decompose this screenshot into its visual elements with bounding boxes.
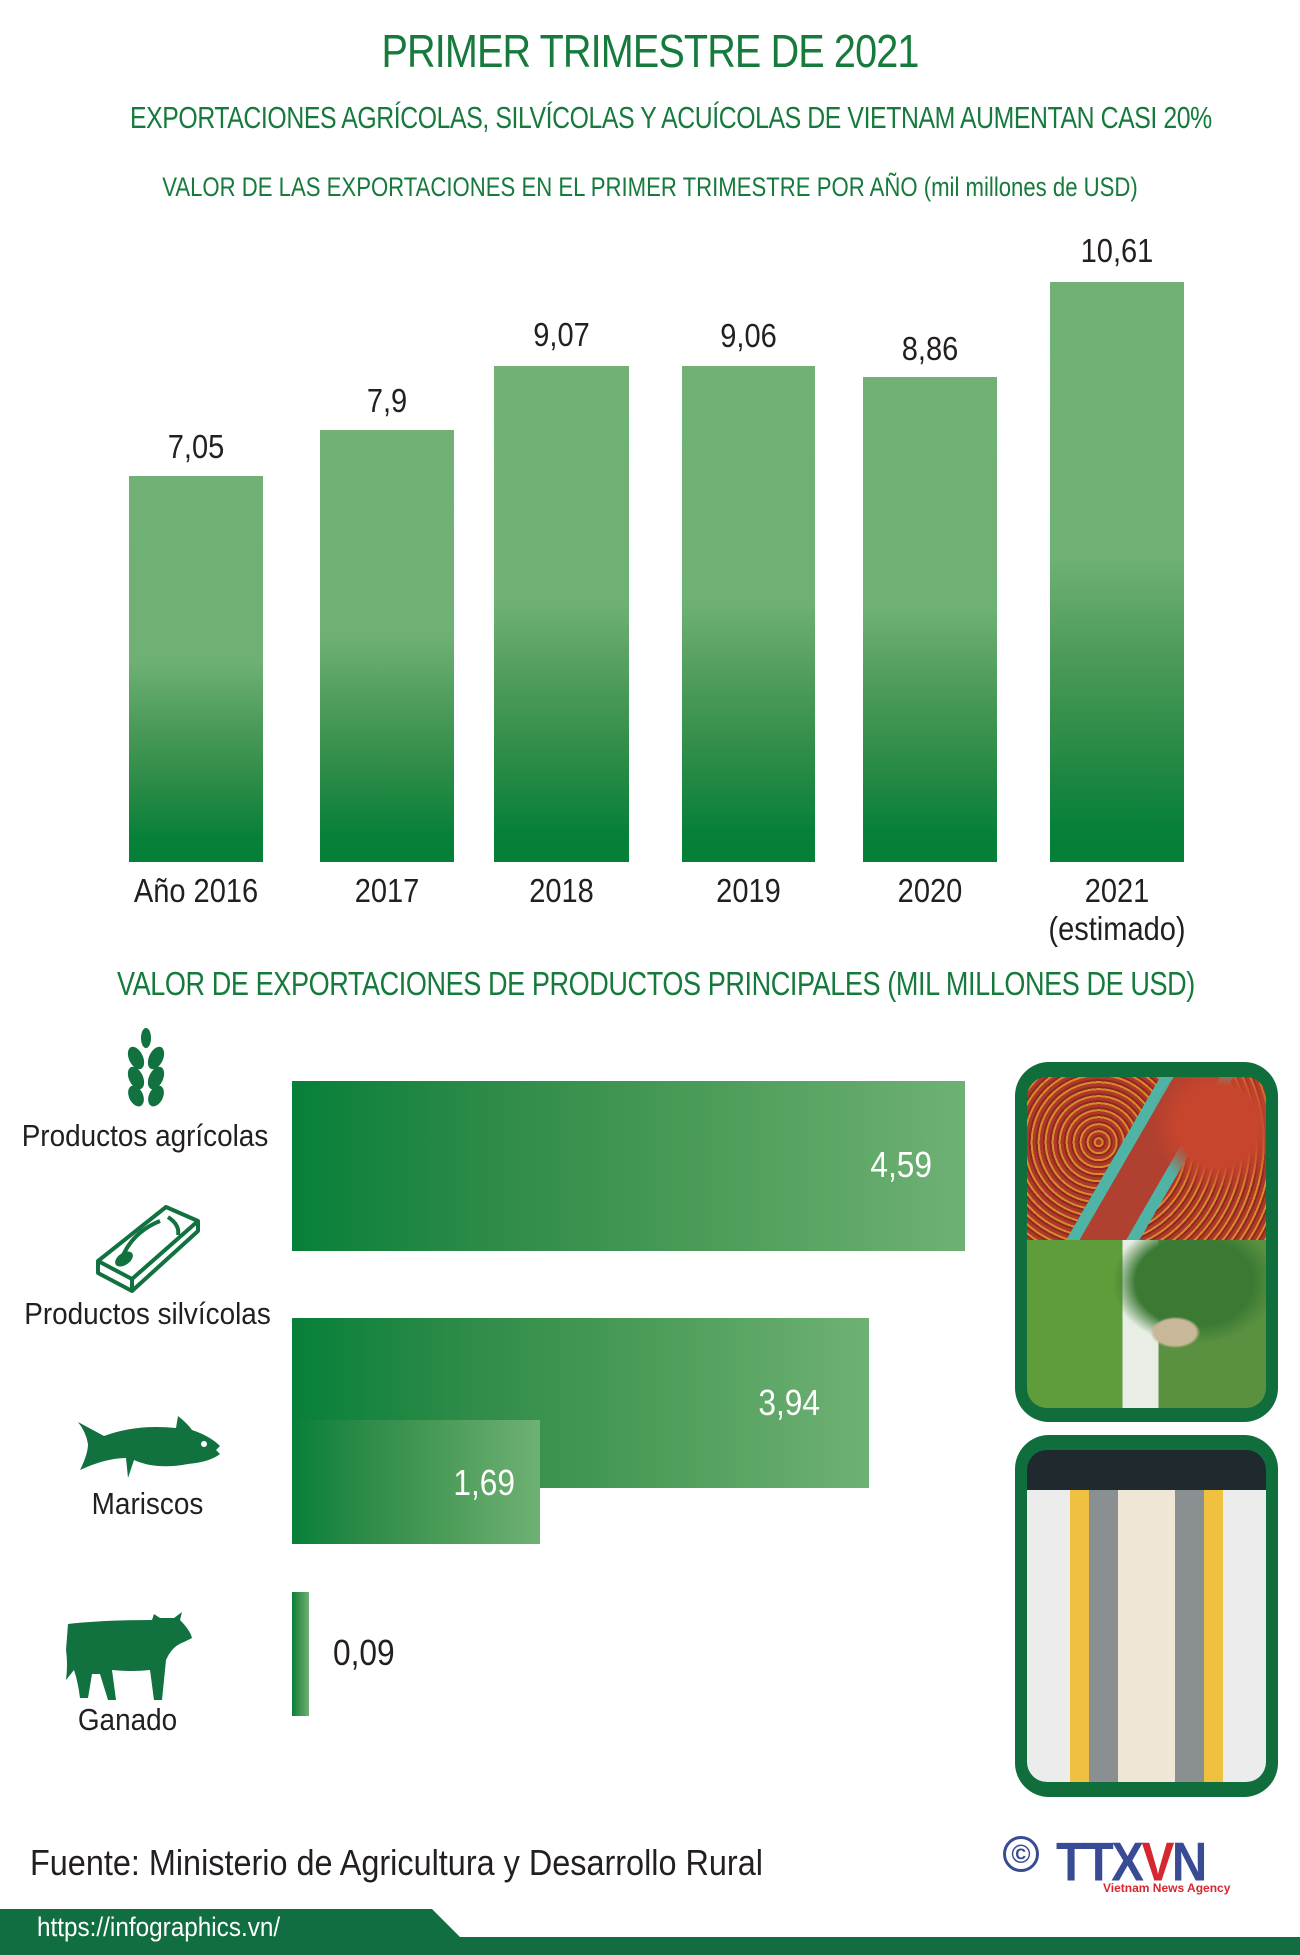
bar-livestock	[292, 1592, 309, 1716]
bar-seafood	[292, 1420, 540, 1544]
products-chart-title: VALOR DE EXPORTACIONES DE PRODUCTOS PRIN…	[117, 965, 1195, 1002]
x-label: 2017	[354, 872, 420, 909]
x-label: 2018	[529, 872, 594, 909]
category-label: Mariscos	[91, 1486, 204, 1521]
bar-2017	[320, 430, 454, 862]
cow-icon	[66, 1612, 192, 1700]
bar-value: 7,9	[366, 382, 408, 419]
logo-text-a: TTX	[1056, 1830, 1144, 1893]
logo-text-n: N	[1171, 1830, 1208, 1893]
bar-value: 7,05	[167, 428, 225, 465]
page-subtitle: EXPORTACIONES AGRÍCOLAS, SILVÍCOLAS Y AC…	[130, 100, 1212, 135]
category-label: Ganado	[77, 1702, 178, 1737]
bar-2021	[1050, 282, 1184, 862]
bar-value: 10,61	[1080, 232, 1154, 269]
wheat-icon	[127, 1028, 165, 1107]
bar-value: 8,86	[901, 330, 959, 367]
ttxvn-logo: TTXVN	[1056, 1830, 1208, 1894]
x-label: 2019	[716, 872, 781, 909]
category-label: Productos agrícolas	[21, 1118, 269, 1153]
bar-value: 9,06	[720, 317, 777, 354]
logo-subtitle: Vietnam News Agency	[1103, 1881, 1231, 1895]
footer-bar	[0, 1937, 1300, 1955]
wood-plank-icon	[96, 1205, 200, 1293]
x-label: 2020	[897, 872, 963, 909]
shrimp-processing-photo	[1027, 1450, 1266, 1782]
bar-value: 9,07	[533, 316, 590, 353]
x-label: Año 2016	[133, 872, 259, 909]
page-title: PRIMER TRIMESTRE DE 2021	[381, 25, 919, 77]
bar-value: 4,59	[870, 1144, 932, 1185]
logo-text-v: V	[1141, 1830, 1174, 1893]
photo-frame-top	[1015, 1062, 1278, 1422]
copyright-icon: ©	[1003, 1836, 1039, 1872]
photo-frame-bottom	[1015, 1435, 1278, 1797]
x-label: 2021	[1084, 872, 1150, 909]
pepper-farmer-photo	[1027, 1240, 1266, 1408]
bar-2018	[494, 366, 629, 862]
bar-value: 0,09	[333, 1632, 395, 1673]
bar-value: 1,69	[453, 1462, 515, 1503]
bar-2019	[682, 366, 815, 862]
category-label: Productos silvícolas	[24, 1296, 271, 1331]
yearly-chart-title: VALOR DE LAS EXPORTACIONES EN EL PRIMER …	[162, 172, 1138, 202]
bar-value: 3,94	[758, 1382, 820, 1423]
bar-2016	[129, 476, 263, 862]
bar-agricultural	[292, 1081, 965, 1251]
x-sublabel: (estimado)	[1048, 910, 1186, 947]
website-link[interactable]: https://infographics.vn/	[37, 1912, 281, 1942]
fish-icon	[78, 1416, 220, 1478]
coffee-beans-photo	[1027, 1077, 1266, 1240]
source-text: Fuente: Ministerio de Agricultura y Desa…	[30, 1842, 763, 1883]
footer-tab	[0, 1909, 462, 1939]
bar-2020	[863, 377, 997, 862]
